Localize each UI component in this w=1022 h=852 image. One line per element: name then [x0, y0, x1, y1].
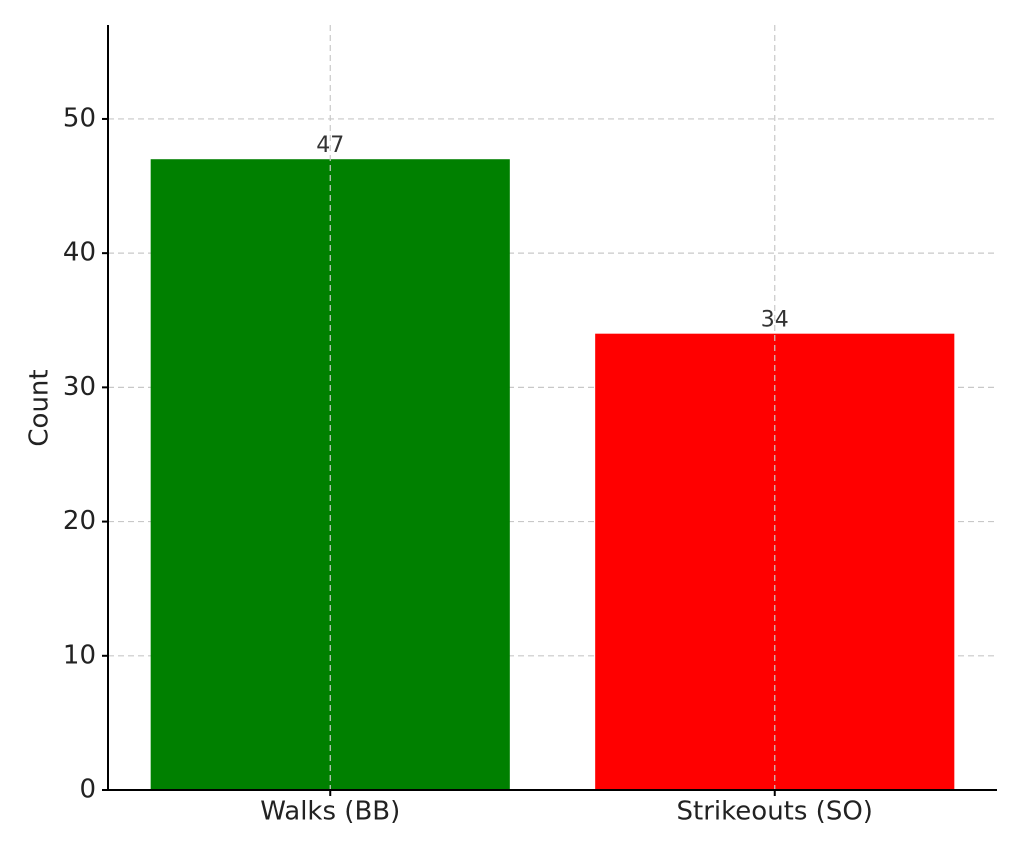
y-tick-label: 10 — [63, 640, 96, 670]
y-tick-label: 0 — [79, 775, 96, 805]
x-tick-label: Walks (BB) — [260, 797, 400, 827]
y-tick-label: 30 — [63, 372, 96, 402]
bar — [595, 333, 955, 790]
y-tick-label: 40 — [63, 238, 96, 268]
y-axis-label: Count — [25, 369, 55, 446]
bar — [150, 159, 510, 791]
y-tick-label: 20 — [63, 506, 96, 536]
x-tick-label: Strikeouts (SO) — [677, 797, 873, 827]
y-tick-label: 50 — [63, 103, 96, 133]
